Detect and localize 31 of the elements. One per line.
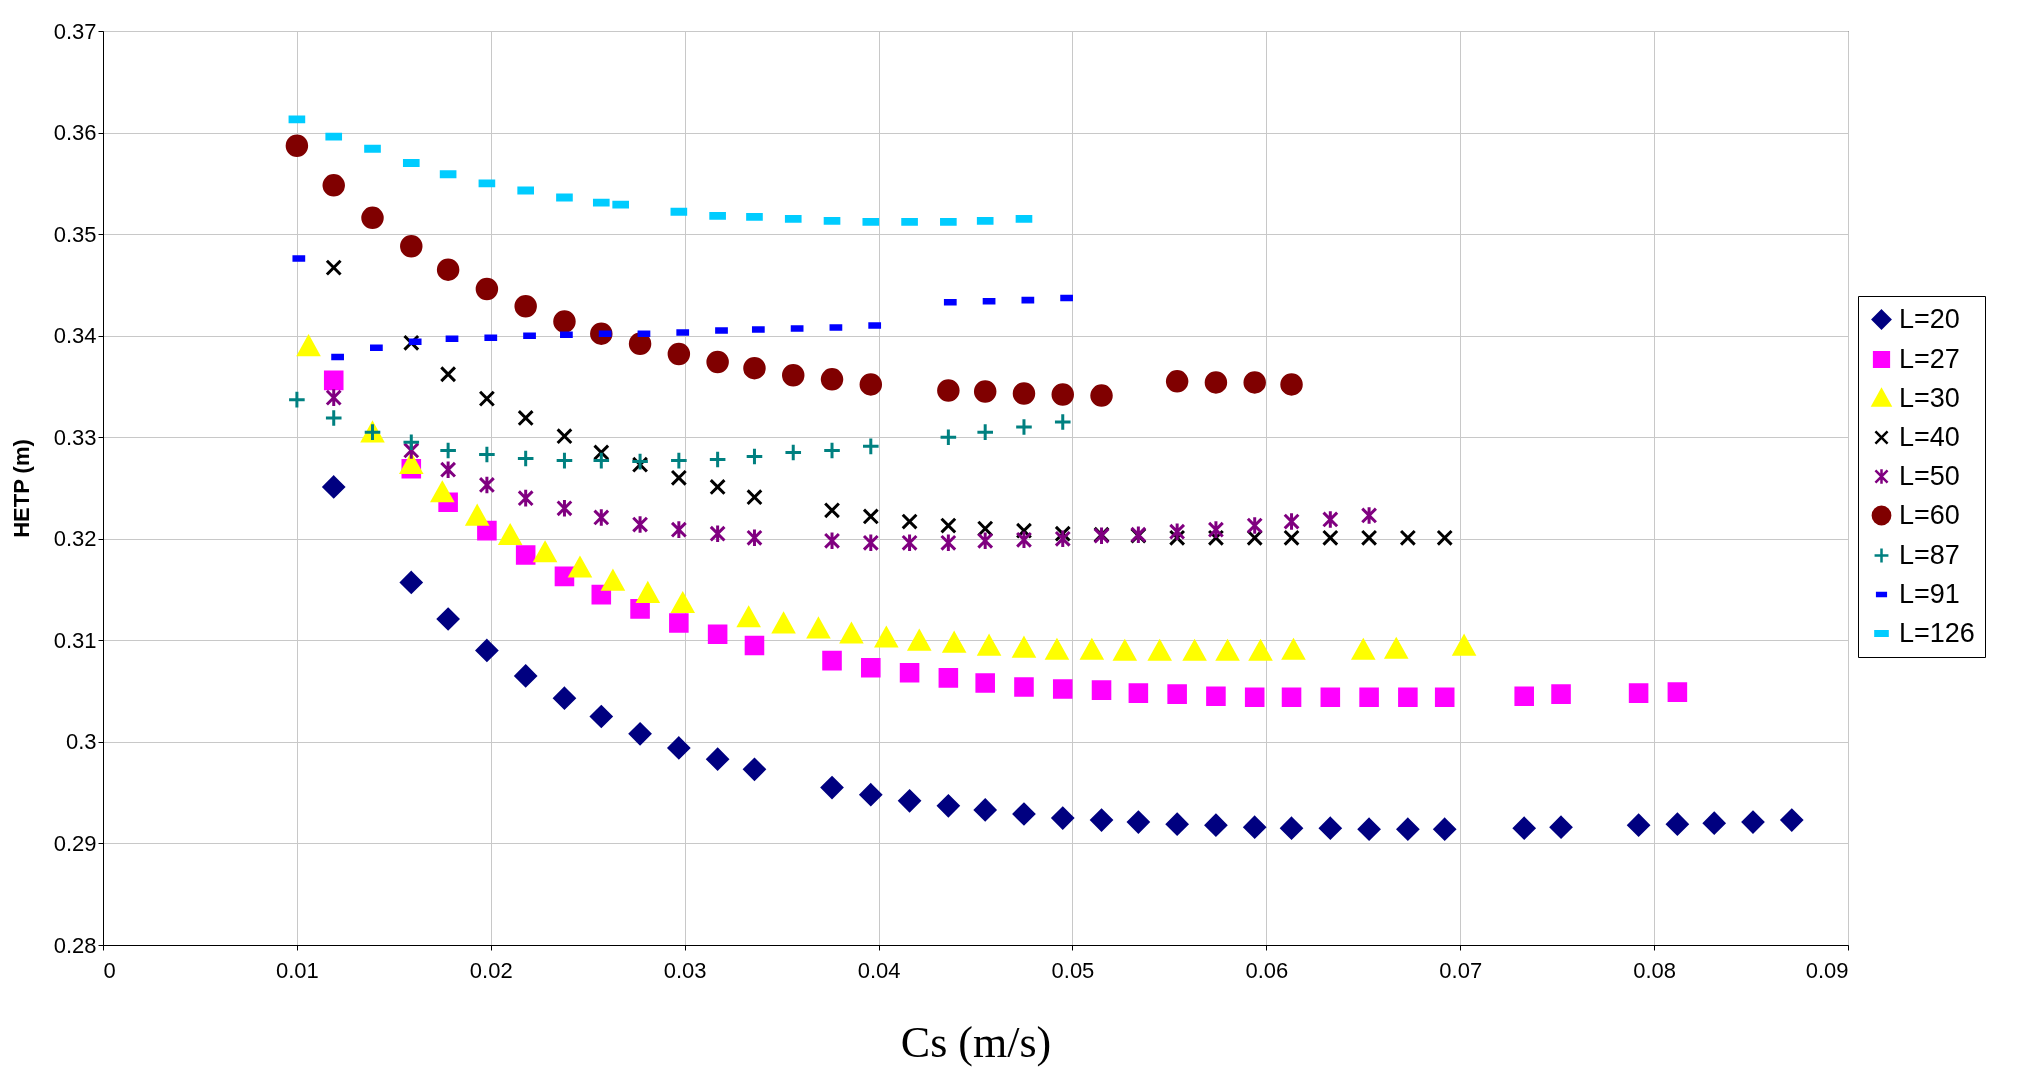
y-tick-label: 0.37: [53, 18, 97, 44]
x-tick-label: 0.04: [857, 957, 901, 983]
y-tick-label: 0.36: [53, 120, 97, 146]
x-tick-label: 0.02: [469, 957, 513, 983]
y-tick-label: 0.32: [53, 526, 97, 552]
y-tick-label: 0.28: [53, 932, 97, 958]
y-tick-label: 0.31: [53, 627, 97, 653]
legend-label: L=60: [1899, 499, 1960, 530]
legend-label: L=126: [1899, 617, 1975, 648]
legend-label: L=50: [1899, 460, 1960, 491]
x-tick-label: 0.06: [1245, 957, 1289, 983]
x-tick-label: 0.09: [1805, 957, 1849, 983]
legend-label: L=27: [1899, 343, 1960, 374]
legend-label: L=91: [1899, 578, 1960, 609]
legend-label: L=20: [1899, 303, 1960, 334]
y-tick-label: 0.33: [53, 424, 97, 450]
x-tick-label: 0.03: [663, 957, 707, 983]
y-tick-label: 0.3: [65, 729, 97, 755]
x-tick-label: 0: [103, 957, 116, 983]
legend-label: L=30: [1899, 382, 1960, 413]
x-tick-label: 0.07: [1439, 957, 1483, 983]
x-tick-label: 0.01: [275, 957, 319, 983]
legend-label: L=40: [1899, 421, 1960, 452]
legend-label: L=87: [1899, 539, 1960, 570]
y-tick-label: 0.35: [53, 221, 97, 247]
y-tick-label: 0.34: [53, 323, 97, 349]
x-tick-label: 0.08: [1633, 957, 1677, 983]
y-tick-label: 0.29: [53, 830, 97, 856]
x-axis-title: Cs (m/s): [900, 1017, 1052, 1067]
x-tick-label: 0.05: [1051, 957, 1095, 983]
y-axis-title: HETP (m): [8, 439, 34, 538]
